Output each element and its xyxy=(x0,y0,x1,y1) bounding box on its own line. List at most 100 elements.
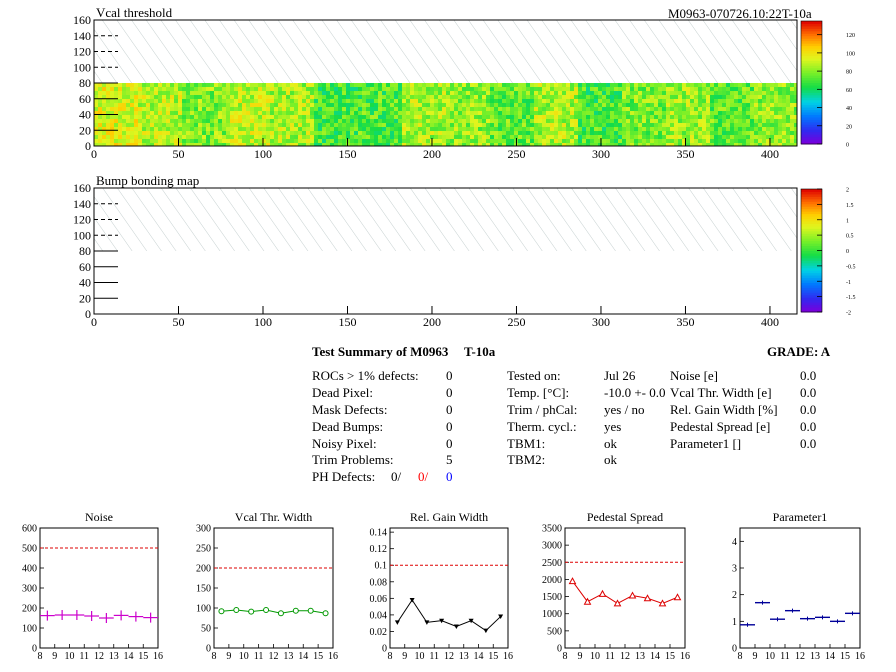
x-tick-label: 350 xyxy=(676,147,694,161)
x-tick-label: 15 xyxy=(488,651,498,662)
plot-frame xyxy=(39,527,159,649)
y-tick-label: 300 xyxy=(22,584,37,595)
y-tick-label: 60 xyxy=(79,92,91,106)
data-point xyxy=(498,614,504,620)
data-point xyxy=(613,599,622,607)
data-point xyxy=(628,591,637,599)
x-tick-label: 8 xyxy=(38,651,43,662)
x-tick-label: 100 xyxy=(254,315,272,329)
colorbar: 2 1.5 1 0.5 0 -0.5 -1 -1.5 -2 xyxy=(800,188,856,317)
plot-title: Parameter1 xyxy=(773,510,828,524)
x-tick-label: 10 xyxy=(239,651,249,662)
x-tick-label: 15 xyxy=(313,651,323,662)
y-tick-label: 0 xyxy=(85,307,91,321)
x-tick-label: 12 xyxy=(269,651,279,662)
colorbar-tick-label: -2 xyxy=(846,311,851,317)
plot-frame xyxy=(564,527,686,649)
y-tick-label: 0.08 xyxy=(370,577,388,588)
x-tick-label: 50 xyxy=(172,315,184,329)
x-tick-label: 400 xyxy=(761,315,779,329)
colorbar-tick-label: 80 xyxy=(846,70,852,76)
plot-frame xyxy=(739,527,861,649)
plot-frame xyxy=(213,527,334,649)
data-point xyxy=(218,608,225,615)
y-tick-label: 2500 xyxy=(542,558,562,569)
x-tick-label: 13 xyxy=(459,651,469,662)
data-point xyxy=(409,598,415,603)
series-line xyxy=(572,580,678,605)
x-tick-label: 9 xyxy=(52,651,57,662)
x-tick-label: 10 xyxy=(65,651,75,662)
x-tick-label: 300 xyxy=(592,315,610,329)
colorbar-tick-label: 20 xyxy=(846,124,852,130)
y-tick-label: 120 xyxy=(73,213,91,227)
data-point xyxy=(568,577,577,585)
x-tick-label: 0 xyxy=(91,147,97,161)
y-tick-label: 100 xyxy=(22,624,37,635)
x-tick-label: 11 xyxy=(605,651,615,662)
x-tick-label: 13 xyxy=(109,651,119,662)
data-point xyxy=(307,607,314,614)
y-tick-label: 100 xyxy=(73,228,91,242)
y-tick-label: 0 xyxy=(732,644,737,655)
x-tick-label: 12 xyxy=(795,651,805,662)
x-tick-label: 300 xyxy=(592,147,610,161)
x-tick-label: 150 xyxy=(338,315,356,329)
colorbar-tick-label: 40 xyxy=(846,106,852,112)
x-tick-label: 13 xyxy=(283,651,293,662)
y-tick-label: 0.14 xyxy=(370,528,388,539)
colorbar-tick-label: -1 xyxy=(846,280,851,286)
x-tick-label: 350 xyxy=(676,315,694,329)
y-tick-label: 140 xyxy=(73,197,91,211)
data-point xyxy=(292,607,299,614)
y-tick-label: 2 xyxy=(732,590,737,601)
colorbar-tick-label: 2 xyxy=(846,188,849,194)
colorbar-tick-label: 1 xyxy=(846,218,849,224)
y-tick-label: 250 xyxy=(196,544,211,555)
x-tick-label: 16 xyxy=(855,651,865,662)
x-tick-label: 14 xyxy=(298,651,308,662)
y-tick-label: 0 xyxy=(85,139,91,153)
x-tick-label: 13 xyxy=(635,651,645,662)
colorbar-tick-label: 1.5 xyxy=(846,203,854,209)
summary-plot: Noise 0 100 200 300 400 500 600 8 9 10 11 12 13 14 15 16 xyxy=(22,510,163,662)
x-tick-label: 400 xyxy=(761,147,779,161)
x-tick-label: 16 xyxy=(153,651,163,662)
x-tick-label: 11 xyxy=(254,651,264,662)
x-tick-label: 8 xyxy=(388,651,393,662)
y-tick-label: 1 xyxy=(732,617,737,628)
x-tick-label: 150 xyxy=(338,147,356,161)
y-tick-label: 500 xyxy=(547,626,562,637)
y-tick-label: 140 xyxy=(73,29,91,43)
y-tick-label: 0.04 xyxy=(370,610,388,621)
x-tick-label: 14 xyxy=(124,651,134,662)
y-tick-label: 0 xyxy=(32,644,37,655)
x-tick-label: 10 xyxy=(590,651,600,662)
summary-plot: Pedestal Spread 0 500 1000 1500 2000 2500 3000 3… xyxy=(542,510,690,662)
plot-title: Noise xyxy=(85,510,113,524)
data-point xyxy=(277,610,284,617)
x-tick-label: 9 xyxy=(226,651,231,662)
y-tick-label: 200 xyxy=(22,604,37,615)
y-tick-label: 1500 xyxy=(542,592,562,603)
y-tick-label: 120 xyxy=(73,45,91,59)
y-tick-label: 0 xyxy=(557,644,562,655)
x-tick-label: 16 xyxy=(503,651,513,662)
x-tick-label: 50 xyxy=(172,147,184,161)
y-tick-label: 0.1 xyxy=(375,561,388,572)
colorbar-tick-label: -0.5 xyxy=(846,264,856,270)
data-point xyxy=(453,624,459,629)
colorbar-tick-label: 120 xyxy=(846,33,855,39)
y-tick-label: 3000 xyxy=(542,541,562,552)
y-tick-label: 0 xyxy=(382,644,387,655)
y-tick-label: 100 xyxy=(73,60,91,74)
y-tick-label: 4 xyxy=(732,537,737,548)
hatched-region xyxy=(94,188,797,251)
x-tick-label: 200 xyxy=(423,315,441,329)
x-tick-label: 15 xyxy=(138,651,148,662)
x-tick-label: 15 xyxy=(840,651,850,662)
colorbar-tick-label: 0 xyxy=(846,249,849,255)
